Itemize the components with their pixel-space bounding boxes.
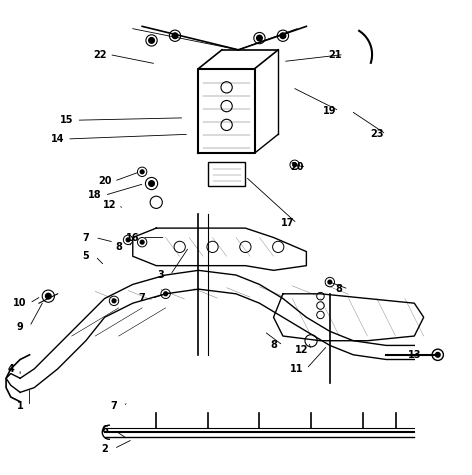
Circle shape — [280, 33, 286, 38]
Circle shape — [257, 35, 262, 41]
Circle shape — [172, 33, 178, 38]
Text: 17: 17 — [281, 218, 295, 228]
Text: 8: 8 — [270, 341, 277, 351]
Text: 20: 20 — [98, 176, 111, 186]
Circle shape — [140, 170, 144, 174]
Text: 19: 19 — [323, 106, 337, 116]
Text: 23: 23 — [370, 129, 384, 139]
Text: 21: 21 — [328, 49, 341, 59]
Text: 6: 6 — [101, 425, 108, 435]
Text: 8: 8 — [115, 242, 122, 252]
Text: 7: 7 — [110, 401, 118, 411]
Text: 7: 7 — [83, 232, 89, 243]
Text: 1: 1 — [17, 401, 24, 411]
Text: 14: 14 — [51, 134, 65, 144]
Text: 8: 8 — [336, 284, 343, 294]
Circle shape — [126, 238, 130, 242]
Text: 2: 2 — [101, 444, 108, 454]
Text: 18: 18 — [88, 190, 102, 200]
Circle shape — [293, 163, 296, 167]
Text: 7: 7 — [139, 294, 145, 304]
Text: 16: 16 — [126, 232, 140, 243]
Text: 12: 12 — [102, 200, 116, 209]
Circle shape — [112, 299, 116, 303]
Text: 9: 9 — [17, 322, 24, 332]
Circle shape — [140, 240, 144, 244]
Circle shape — [328, 280, 332, 284]
Text: 15: 15 — [60, 115, 74, 125]
Text: 13: 13 — [407, 350, 421, 360]
Circle shape — [435, 352, 440, 357]
Circle shape — [149, 180, 154, 186]
Text: 4: 4 — [8, 364, 14, 374]
Text: 11: 11 — [290, 364, 304, 374]
Bar — [208, 162, 245, 186]
Circle shape — [149, 38, 154, 43]
Text: 20: 20 — [290, 162, 304, 172]
Circle shape — [45, 294, 51, 299]
Circle shape — [164, 292, 168, 295]
Text: 3: 3 — [158, 270, 164, 280]
Text: 10: 10 — [13, 298, 27, 308]
Text: 12: 12 — [295, 345, 308, 355]
Text: 22: 22 — [93, 49, 107, 59]
Text: 5: 5 — [83, 251, 89, 261]
